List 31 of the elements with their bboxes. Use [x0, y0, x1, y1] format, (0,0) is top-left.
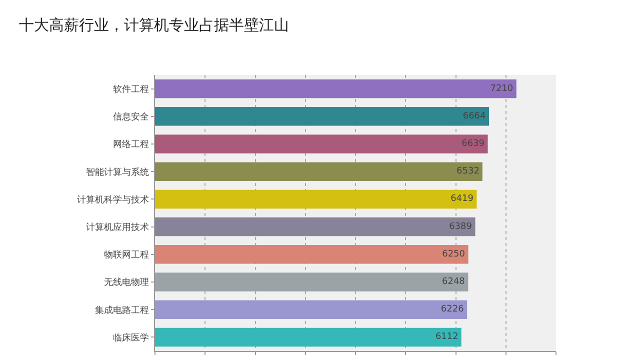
- data-label: 7210: [490, 84, 514, 94]
- chart-title: 十大高薪行业，计算机专业占据半壁江山: [19, 16, 290, 34]
- bar: [155, 162, 482, 181]
- data-label: 6639: [462, 139, 485, 149]
- y-tick-label: 智能计算与系统: [86, 166, 150, 178]
- y-tick-label: 计算机应用技术: [86, 222, 150, 233]
- bar: [155, 107, 490, 126]
- y-tick-label: 无线电物理: [104, 277, 150, 288]
- y-tick-label: 软件工程: [113, 84, 150, 95]
- data-label: 6532: [456, 166, 480, 177]
- data-label: 6664: [462, 111, 486, 122]
- y-tick-label: 网络工程: [113, 139, 150, 150]
- y-tick-label: 临床医学: [113, 332, 150, 344]
- y-tick-label: 信息安全: [113, 112, 150, 123]
- data-label: 6389: [449, 222, 472, 232]
- bar: [155, 190, 477, 209]
- data-label: 6248: [442, 277, 466, 287]
- bar: [155, 328, 462, 347]
- y-tick-label: 物联网工程: [104, 250, 150, 261]
- data-label: 6419: [450, 194, 474, 204]
- y-tick-label: 集成电路工程: [95, 304, 150, 316]
- bar: [155, 134, 488, 154]
- data-label: 6226: [440, 304, 464, 315]
- bar: [155, 217, 476, 236]
- bar: [155, 245, 468, 264]
- bar: [155, 300, 468, 319]
- bar: [155, 79, 516, 98]
- data-label: 6112: [435, 332, 458, 342]
- data-label: 6250: [442, 249, 466, 260]
- bar: [155, 272, 468, 292]
- y-tick-label: 计算机科学与技术: [77, 194, 150, 206]
